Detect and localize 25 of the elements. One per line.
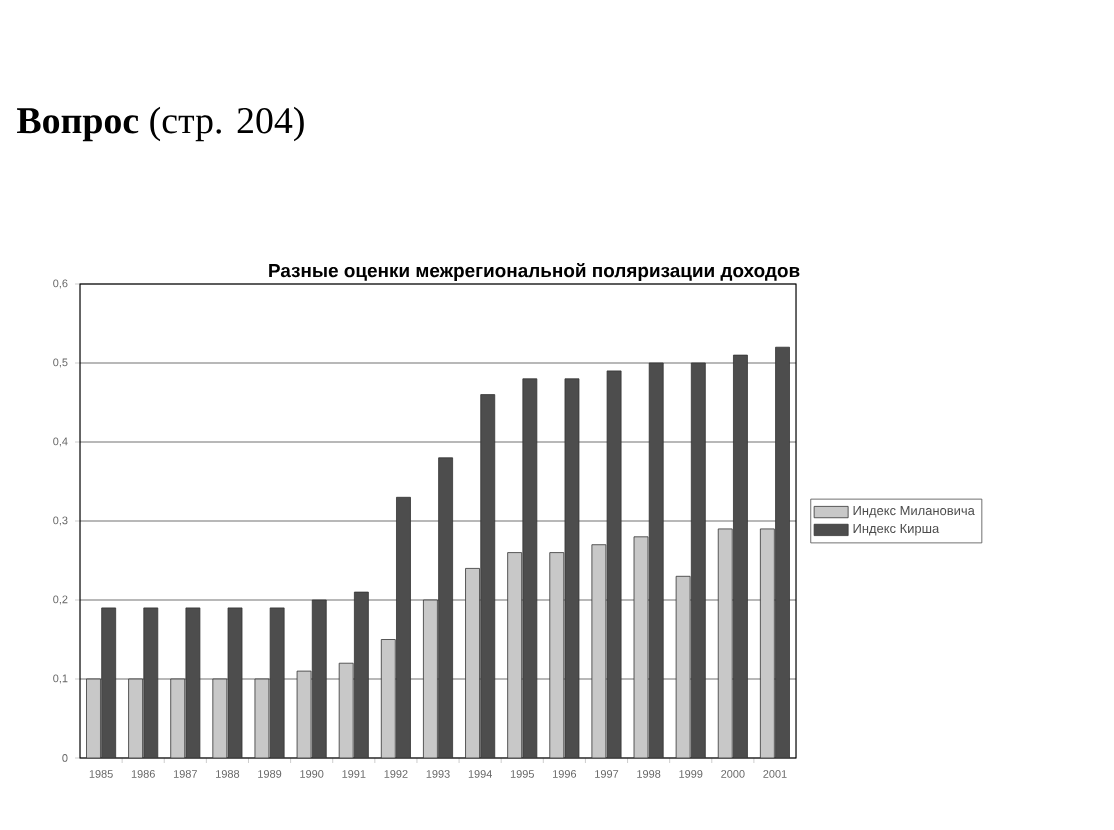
bar [311,599,327,758]
bar [86,679,101,758]
text: Вопрос (стр. 204) [17,106,304,142]
bar [733,354,748,758]
bar [101,607,116,758]
bar [690,362,706,758]
bar [143,607,159,758]
bar [128,678,143,758]
bar [212,678,228,758]
bar [775,346,790,758]
bar [170,678,186,758]
bar [338,662,354,758]
bar [717,528,733,758]
bar [507,552,523,758]
bar [396,496,411,758]
bar [759,528,775,758]
bar [465,568,480,758]
bar [648,362,664,758]
bar [353,591,369,758]
bar [549,552,565,758]
bar [380,639,396,758]
bar [480,394,496,758]
bar [423,599,438,758]
bar [438,457,454,758]
chart-title: Разные оценки межрегиональной поляризации доходов [269,262,800,282]
